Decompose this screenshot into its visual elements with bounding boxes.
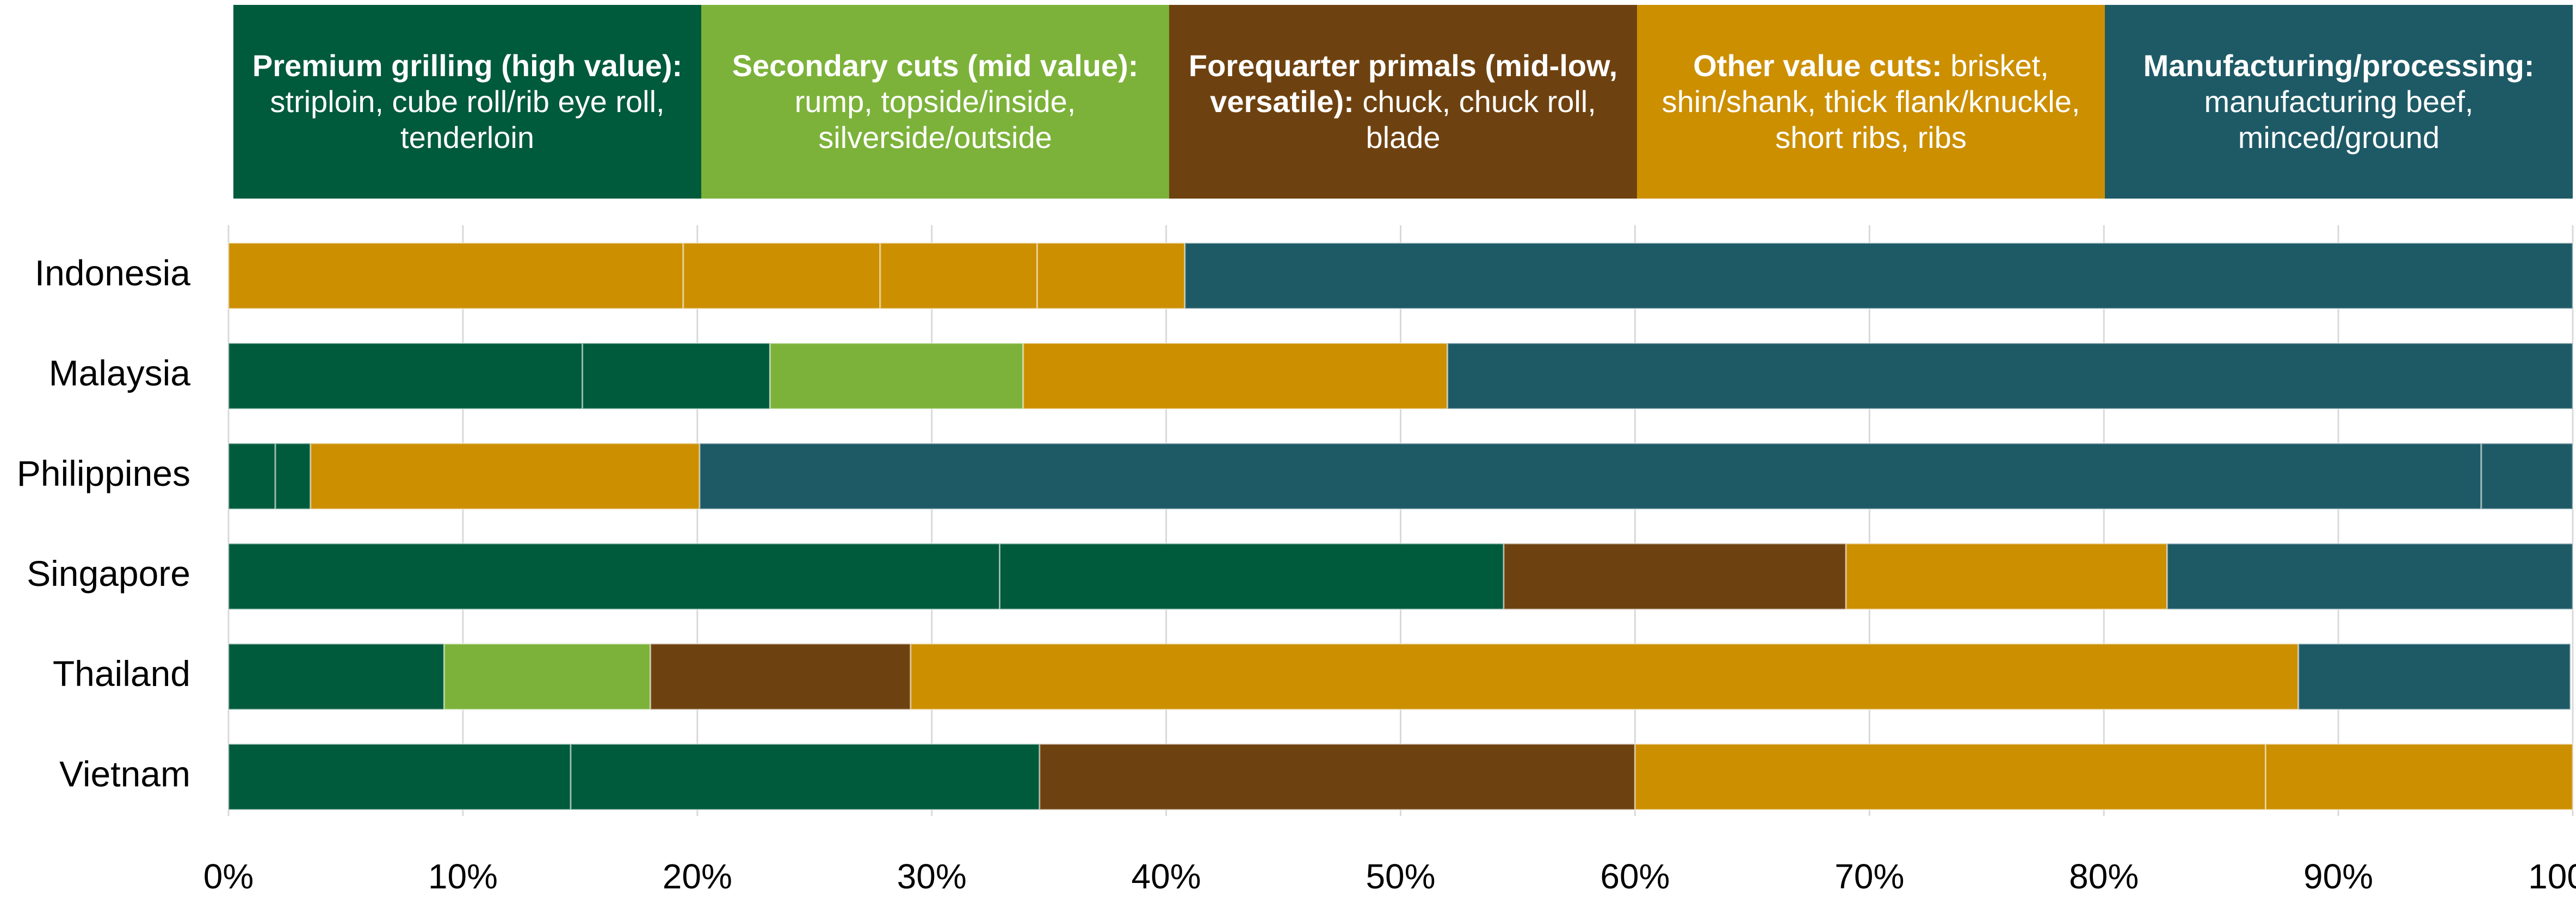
bar-segment bbox=[650, 642, 912, 711]
y-tick-label: Philippines bbox=[17, 453, 190, 493]
legend-name: Other value cuts: bbox=[1693, 48, 1942, 83]
x-tick-label: 20% bbox=[663, 857, 732, 896]
bar-segment bbox=[227, 642, 445, 711]
bar-segment bbox=[2297, 642, 2572, 711]
x-tick-label: 90% bbox=[2303, 857, 2373, 896]
legend-text: Forequarter primals (mid-low, versatile)… bbox=[1177, 48, 1629, 156]
legend-box: Other value cuts: brisket, shin/shank, t… bbox=[1637, 5, 2105, 199]
x-tick-label: 70% bbox=[1834, 857, 1904, 896]
bar-segment bbox=[310, 442, 701, 510]
y-tick-label: Singapore bbox=[27, 553, 190, 594]
x-tick-label: 100% bbox=[2528, 857, 2576, 896]
bar-segment bbox=[274, 442, 312, 510]
bar-segment bbox=[1447, 342, 2574, 410]
bar-segment bbox=[2166, 542, 2574, 610]
bar-segment bbox=[227, 242, 684, 310]
legend-name: Secondary cuts (mid value): bbox=[732, 48, 1139, 83]
x-tick-label: 80% bbox=[2069, 857, 2139, 896]
legend-box: Manufacturing/processing: manufacturing … bbox=[2105, 5, 2573, 199]
bar-segment bbox=[1845, 542, 2169, 610]
legend-description: brisket, shin/shank, thick flank/knuckle… bbox=[1661, 48, 2080, 155]
x-tick-label: 40% bbox=[1132, 857, 1201, 896]
y-tick-label: Vietnam bbox=[59, 753, 190, 794]
legend-text: Manufacturing/processing: manufacturing … bbox=[2112, 48, 2565, 156]
bar-segment bbox=[2265, 743, 2574, 811]
legend-text: Other value cuts: brisket, shin/shank, t… bbox=[1645, 48, 2097, 156]
bar-segment bbox=[582, 342, 771, 410]
y-tick-label: Thailand bbox=[53, 653, 190, 694]
legend-name: Premium grilling (high value): bbox=[252, 48, 683, 83]
x-tick-label: 30% bbox=[897, 857, 967, 896]
legend-name: Forequarter primals (mid-low, versatile)… bbox=[1188, 48, 1618, 119]
bar-segment bbox=[227, 743, 572, 811]
bar-segment bbox=[1039, 743, 1636, 811]
x-tick-label: 10% bbox=[428, 857, 498, 896]
bar-segment bbox=[1184, 242, 2574, 310]
x-tick-label: 50% bbox=[1366, 857, 1435, 896]
legend-description: manufacturing beef, minced/ground bbox=[2204, 84, 2474, 155]
bar-segment bbox=[227, 342, 584, 410]
bar-segment bbox=[999, 542, 1505, 610]
bar-segment bbox=[227, 542, 1001, 610]
legend-description: striploin, cube roll/rib eye roll, tende… bbox=[270, 84, 665, 155]
legend-box: Secondary cuts (mid value): rump, topsid… bbox=[701, 5, 1169, 199]
bar-segment bbox=[1036, 242, 1186, 310]
bar-segment bbox=[699, 442, 2482, 510]
bar-segment bbox=[682, 242, 881, 310]
bar-segment bbox=[1022, 342, 1449, 410]
legend-text: Secondary cuts (mid value): rump, topsid… bbox=[709, 48, 1162, 156]
legend-name: Manufacturing/processing: bbox=[2143, 48, 2535, 83]
x-tick-label: 0% bbox=[203, 857, 254, 896]
bar-segment bbox=[910, 642, 2300, 711]
bar-segment bbox=[227, 442, 276, 510]
bar-segment bbox=[769, 342, 1024, 410]
bar-segment bbox=[1634, 743, 2267, 811]
y-tick-label: Malaysia bbox=[49, 353, 191, 393]
bar-segment bbox=[879, 242, 1039, 310]
y-tick-label: Indonesia bbox=[35, 252, 191, 293]
bar-segment bbox=[2480, 442, 2574, 510]
bar-segment bbox=[1503, 542, 1847, 610]
legend-text: Premium grilling (high value): striploin… bbox=[241, 48, 694, 156]
bar-segment bbox=[570, 743, 1041, 811]
x-tick-label: 60% bbox=[1600, 857, 1670, 896]
legend-description: rump, topside/inside, silverside/outside bbox=[794, 84, 1076, 155]
legend-description: chuck, chuck roll, blade bbox=[1362, 84, 1596, 155]
legend-box: Forequarter primals (mid-low, versatile)… bbox=[1169, 5, 1637, 199]
legend-box: Premium grilling (high value): striploin… bbox=[233, 5, 701, 199]
bar-segment bbox=[443, 642, 652, 711]
